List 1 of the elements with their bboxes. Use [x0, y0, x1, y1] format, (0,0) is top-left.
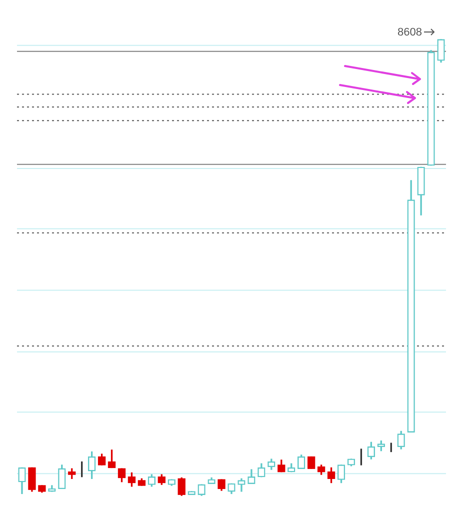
text: 8608 — [398, 26, 422, 39]
